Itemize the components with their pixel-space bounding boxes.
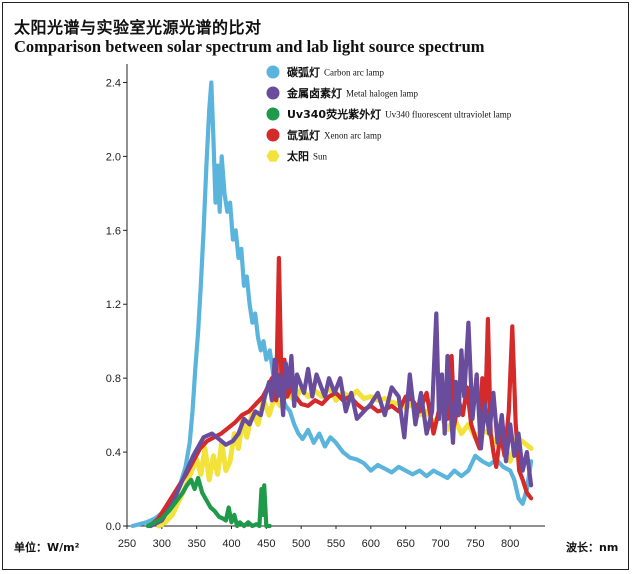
series-line-metal-halogen-lamp bbox=[148, 311, 534, 529]
y-tick-label: 1.6 bbox=[106, 225, 121, 237]
x-tick-label: 700 bbox=[431, 538, 449, 550]
legend-label-en: Carbon arc lamp bbox=[324, 68, 384, 78]
legend-label-en: Metal halogen lamp bbox=[346, 89, 418, 99]
legend-label-cn: 太阳 bbox=[286, 149, 309, 163]
x-axis-label: 波长：nm bbox=[566, 541, 619, 554]
legend-marker-sun bbox=[266, 150, 280, 162]
x-tick-label: 300 bbox=[153, 538, 171, 550]
legend-label-cn: 碳弧灯 bbox=[287, 65, 320, 79]
legend-label-cn: Uv340荧光紫外灯 bbox=[287, 107, 381, 121]
legend-marker-xenon-arc-lamp bbox=[266, 128, 280, 142]
x-tick-label: 350 bbox=[187, 538, 205, 550]
x-tick-label: 550 bbox=[327, 538, 345, 550]
legend-label-en: Uv340 fluorescent ultraviolet lamp bbox=[385, 110, 512, 120]
x-tick-label: 600 bbox=[362, 538, 380, 550]
chart-title: 太阳光谱与实验室光源光谱的比对 bbox=[14, 18, 262, 37]
legend-marker-carbon-arc-lamp bbox=[266, 65, 280, 79]
x-tick-label: 800 bbox=[501, 538, 519, 550]
x-tick-label: 400 bbox=[222, 538, 240, 550]
y-tick-label: 1.2 bbox=[106, 299, 121, 311]
legend-label-cn: 氙弧灯 bbox=[287, 128, 320, 142]
x-tick-label: 650 bbox=[396, 538, 414, 550]
x-tick-label: 450 bbox=[257, 538, 275, 550]
y-tick-label: 0.0 bbox=[106, 521, 121, 533]
y-tick-label: 2.4 bbox=[106, 77, 121, 89]
x-tick-label: 750 bbox=[466, 538, 484, 550]
chart-subtitle: Comparison between solar spectrum and la… bbox=[14, 37, 485, 56]
y-tick-label: 2.0 bbox=[106, 151, 121, 163]
legend-marker-metal-halogen-lamp bbox=[266, 86, 280, 100]
y-tick-label: 0.4 bbox=[106, 447, 121, 459]
legend-label-en: Sun bbox=[313, 152, 328, 162]
legend-marker-uv340-fluorescent-ultraviolet-lamp bbox=[266, 107, 280, 121]
x-tick-label: 500 bbox=[292, 538, 310, 550]
legend-label-en: Xenon arc lamp bbox=[324, 131, 382, 141]
x-tick-label: 250 bbox=[118, 538, 136, 550]
series-line-uv340-fluorescent-ultraviolet-lamp bbox=[145, 475, 272, 529]
y-tick-label: 0.8 bbox=[106, 373, 121, 385]
y-axis-label: 单位：W/m² bbox=[14, 541, 80, 554]
legend-label-cn: 金属卤素灯 bbox=[286, 86, 342, 100]
series-line-sun bbox=[156, 384, 534, 529]
